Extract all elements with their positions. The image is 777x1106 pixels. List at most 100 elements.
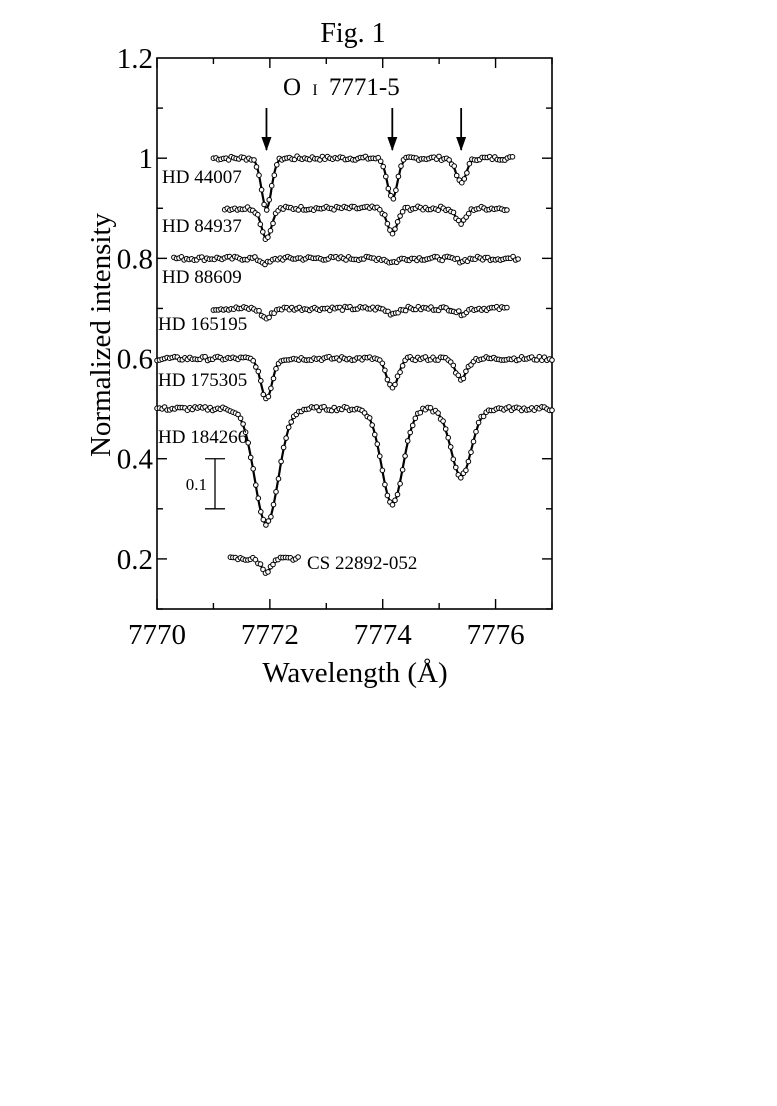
spectrum-point [250,466,256,472]
spectrum-point [258,378,264,384]
spectrum-point [399,208,406,215]
spectrum-point [397,213,403,219]
x-axis-ticks: 7770 7772 7774 7776 [128,58,553,651]
spectrum-point [461,176,468,182]
spectrum-point [436,153,442,160]
spectrum-point [455,372,462,379]
spectrum-point [387,227,393,233]
y-tick-label: 0.8 [117,243,153,275]
spectrum-point [379,360,386,367]
spectrum-point [445,434,452,441]
spectrum-point [263,522,269,528]
spectrum-point [465,458,472,465]
spectrum-point [265,393,272,400]
spectrum-fit-line [157,407,552,525]
spectrum-point [260,566,266,573]
spectrum-point [261,201,267,208]
spectrum-point [260,229,266,235]
y-tick-label: 0.6 [117,344,153,376]
spectrum-point [389,502,396,508]
spectrum-point [407,429,414,436]
spectrum-label: HD 165195 [158,314,247,335]
spectrum-point [435,207,442,213]
x-tick-label: 7774 [354,619,413,651]
y-axis-ticks: 0.2 0.4 0.6 0.8 1 1.2 [117,43,552,610]
spectrum-point [409,422,416,429]
spectrum-point [393,187,399,193]
spectrum-point [427,405,434,411]
spectrum-point [384,376,391,383]
spectrum-point [366,415,373,421]
spectrum-point [442,426,449,432]
spectrum-label: HD 88609 [162,267,242,288]
spectrum-point [253,364,259,370]
spectrum-point [379,467,386,474]
x-tick-label: 7772 [241,619,299,651]
spectrum-point [404,438,411,444]
spectrum-point [268,385,274,392]
spectrum-point [453,464,459,471]
spectrum-point [392,226,398,232]
spectrum-point [270,220,276,227]
spectrum-point [463,368,469,375]
spectrum-point [392,381,398,388]
spectrum-point [509,154,516,160]
scale-bar-label: 0.1 [186,475,207,494]
spectrum-point [394,491,401,498]
spectrum-point [280,444,287,451]
spectrum-point [242,429,249,436]
spectrum-point [255,368,262,375]
spectrum-point [247,454,254,461]
spectrum-label: HD 184266 [158,427,247,448]
spectrum-point [235,411,241,418]
spectrum-point [394,373,401,380]
line-markers [261,108,467,151]
spectrum-point [240,421,246,427]
spectrum-point [435,410,441,416]
spectrum-point [465,210,472,217]
spectrum-point [256,172,262,178]
spectrum-point [398,163,404,169]
spectrum-point [258,509,264,515]
spectrum-point [268,182,275,189]
spectrum-point [265,234,271,240]
chart-title: O I 7771-5 [283,74,400,101]
spectrum-point [278,458,284,465]
spectrum-point [447,444,454,450]
spectrum-point [515,256,521,262]
spectrum-point [313,404,320,410]
spectrum-point [480,413,487,420]
spectrum-point [549,407,555,414]
spectrum-point [254,211,261,218]
spectrum-point [475,419,482,426]
spectra [154,153,555,576]
title-ion-stage: I [312,82,317,99]
spectrum-point [458,475,464,481]
spectrum-point [473,428,479,435]
spectrum-point [377,206,383,213]
spectrum-point [265,569,271,575]
spectrum-point [468,449,474,456]
spectrum-point [450,362,457,369]
spectrum-point [263,207,270,213]
scale-bar: 0.1 [186,458,225,510]
spectrum-point [273,489,279,495]
spectrum-point [361,410,368,416]
spectrum-point [275,476,282,482]
spectrum-point [202,353,208,360]
title-element: O [283,74,301,101]
figure-label: Fig. 1 [320,18,385,49]
spectrum-point [458,221,464,227]
spectrum-label: HD 175305 [158,370,247,391]
spectrum-point [456,308,462,314]
title-wavelengths: 7771-5 [329,74,400,101]
spectrum-point [288,419,295,425]
spectrum-point [392,497,398,504]
spectrum-cs-22892-052 [227,554,301,576]
spectrum-point [399,363,406,369]
spectrum-point [267,227,274,234]
spectrum-point [253,482,259,488]
spectrum-point [369,422,376,428]
spectrum-point [450,456,457,463]
spectrum-point [504,207,510,213]
